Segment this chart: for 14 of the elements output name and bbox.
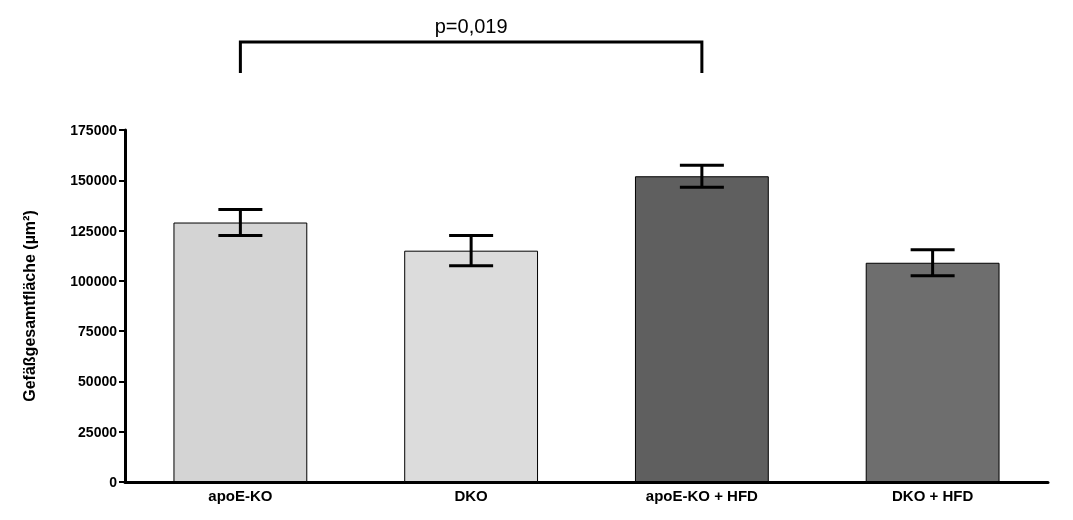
y-tick-label: 75000: [78, 323, 118, 340]
y-tick-label: 0: [109, 474, 118, 490]
y-tick-label: 125000: [70, 222, 118, 239]
y-tick-label: 100000: [70, 272, 118, 289]
x-tick-label: apoE-KO: [208, 487, 273, 504]
text: p=0,019: [434, 15, 508, 37]
y-tick-label: 150000: [70, 172, 118, 189]
x-tick-label: DKO + HFD: [891, 487, 974, 504]
y-axis-title: Gefäßgesamtfläche (µm²): [20, 210, 38, 402]
x-tick-label: DKO: [454, 487, 489, 504]
x-tick-label: apoE-KO + HFD: [645, 487, 759, 504]
y-tick-label: 50000: [78, 373, 118, 390]
y-tick-label: 25000: [78, 423, 118, 440]
y-tick-label: 175000: [70, 122, 118, 138]
